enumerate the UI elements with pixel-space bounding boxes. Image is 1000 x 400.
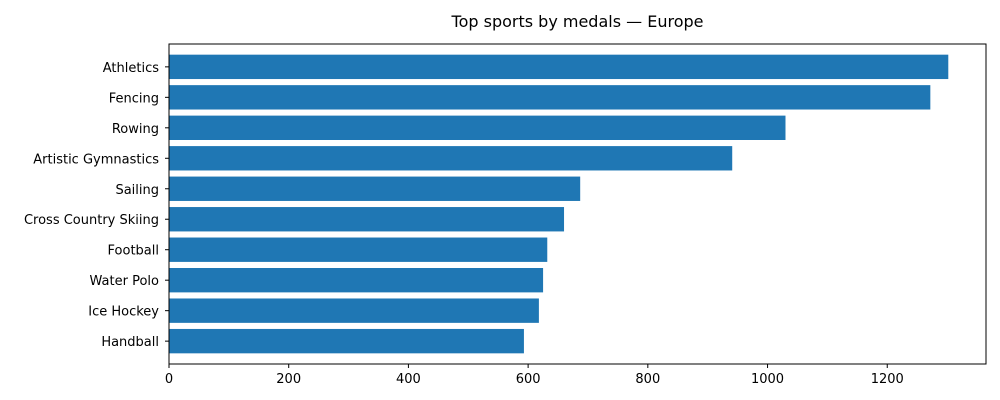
bars-group bbox=[169, 54, 949, 354]
x-tick-label: 200 bbox=[276, 372, 301, 387]
y-tick-label: Cross Country Skiing bbox=[24, 213, 159, 228]
y-axis-ticks: Athletics Fencing Rowing Artistic Gymnastic… bbox=[24, 61, 169, 350]
bar-cross-country-skiing bbox=[169, 207, 565, 232]
bar-ice-hockey bbox=[169, 298, 539, 323]
y-tick-label: Water Polo bbox=[90, 274, 160, 289]
y-tick-label: Football bbox=[108, 244, 159, 259]
bar-fencing bbox=[169, 85, 931, 110]
x-tick-label: 1000 bbox=[751, 372, 784, 387]
bar-handball bbox=[169, 328, 524, 354]
axes-group bbox=[168, 43, 987, 365]
x-tick-label: 1200 bbox=[871, 372, 904, 387]
y-tick-label: Sailing bbox=[115, 183, 159, 198]
bar-water-polo bbox=[169, 268, 544, 293]
x-tick-label: 0 bbox=[165, 372, 173, 387]
y-tick-label: Handball bbox=[101, 335, 159, 350]
y-tick-label: Ice Hockey bbox=[88, 305, 159, 320]
x-tick-label: 400 bbox=[396, 372, 421, 387]
y-tick-label: Rowing bbox=[112, 122, 159, 137]
bar-athletics bbox=[169, 54, 949, 80]
y-tick-label: Athletics bbox=[103, 61, 159, 76]
y-tick-label: Fencing bbox=[109, 91, 159, 106]
chart-title: Top sports by medals — Europe bbox=[451, 12, 704, 31]
plot-frame bbox=[168, 43, 987, 365]
x-tick-label: 800 bbox=[635, 372, 660, 387]
x-axis-ticks: 0 200 400 600 800 1000 1200 bbox=[165, 364, 904, 387]
bar-sailing bbox=[169, 176, 581, 201]
bar-football bbox=[169, 237, 548, 262]
bar-artistic-gymnastics bbox=[169, 146, 733, 171]
x-tick-label: 600 bbox=[516, 372, 541, 387]
bar-rowing bbox=[169, 115, 786, 140]
y-tick-label: Artistic Gymnastics bbox=[33, 152, 159, 167]
